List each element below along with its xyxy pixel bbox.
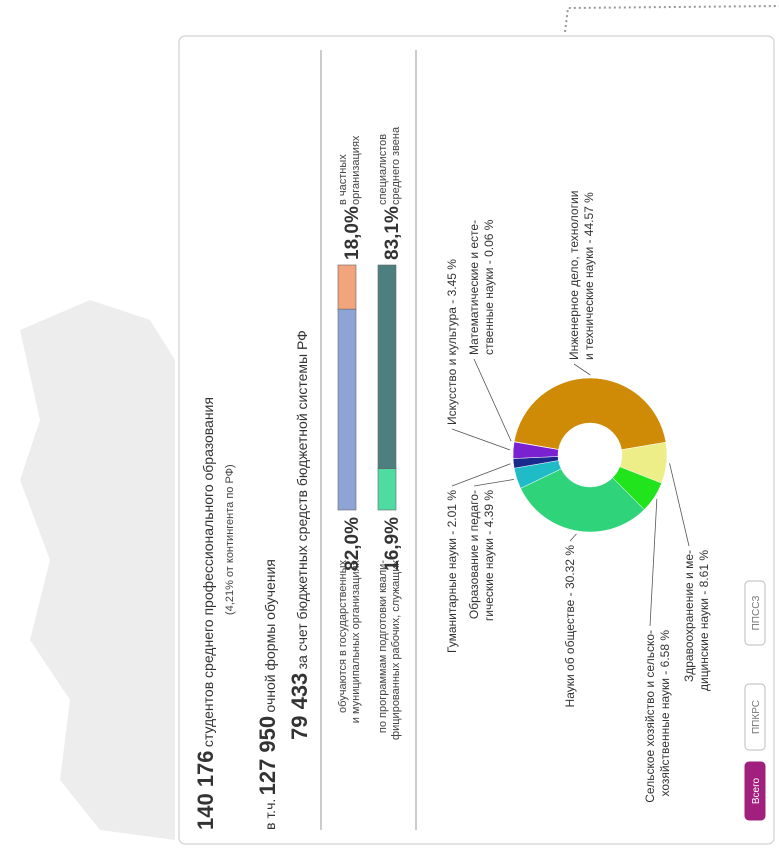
button-frame [744,580,766,646]
button-frame [744,683,766,751]
info-card: 140 176 студентов среднего профессиональ… [178,35,775,845]
tab-button[interactable]: Всего [744,761,766,821]
button-label: ППКРС [751,700,762,734]
bar-value-label: 18,0% [342,206,363,260]
donut-segment [520,468,645,533]
donut-segment [513,441,559,450]
bar-label: и муниципальных организациях [350,560,362,724]
leader-line [451,463,511,487]
fulltime: 127 950 [255,716,280,796]
segment-label: и технические науки - 44.57 % [582,192,596,360]
bar-segment [377,468,397,511]
segment-label: Науки об обществе - 30.32 % [563,545,577,708]
button-label: ППССЗ [751,596,762,631]
bar-segment [337,264,357,310]
segment-label: дицинские науки - 8.61 % [697,550,711,691]
fulltime-text: очной формы обучения [262,559,278,712]
segment-label: Математические и есте- [467,220,481,355]
tab-button[interactable]: ППССЗ [744,580,766,646]
bar-label: специалистов [377,134,389,205]
leader-line [451,428,511,451]
fulltime-prefix: в т.ч. [262,799,278,830]
button-frame [744,761,766,821]
tab-button[interactable]: ППКРС [744,683,766,751]
leader-line [573,363,591,376]
bar-segment [337,308,357,511]
segment-label: Инженерное дело, технологии [567,191,581,360]
budget: 79 433 [287,673,312,740]
share: (4,21% от контингента по РФ) [224,464,236,615]
segment-label: гические науки - 4.39 % [482,490,496,621]
bar-label: в частных [337,154,349,205]
budget-text: за счет бюджетных средств бюджетной сист… [294,330,310,669]
total-text: студентов среднего профессионального обр… [200,397,216,747]
leader-line [473,358,512,442]
bar-value-label: 82,0% [342,517,363,571]
donut-segment [513,377,667,450]
leader-line [569,533,577,542]
bar-value-label: 16,9% [382,517,403,571]
segment-label: Искусство и культура - 3.45 % [445,259,459,425]
bar-label: среднего звена [390,126,402,205]
bar-value-label: 83,1% [382,206,403,260]
leader-line [473,479,514,487]
fulltime-line: в т.ч. 127 950 очной формы обучения [255,559,280,830]
segment-label: хозяйственные науки - 6.58 % [658,630,672,797]
leader-line [649,498,658,627]
total-line: 140 176 студентов среднего профессиональ… [193,397,218,830]
bar-label: организациях [350,135,362,205]
segment-label: Гуманитарные науки - 2.01 % [445,490,459,653]
bar-segment [377,264,397,469]
bar-label: обучаются в государственных [337,560,349,713]
leader-line [669,463,690,547]
dotted-border [564,5,779,33]
total: 140 176 [193,750,218,830]
button-label: Всего [751,777,762,804]
card-frame [178,35,775,845]
budget-line: 79 433 за счет бюджетных средств бюджетн… [287,330,312,740]
segment-label: Сельское хозяйство и сельско- [643,630,657,803]
bar-label: по программам подготовки квали- [377,560,389,733]
bar-label: фицированных рабочих, служащих [390,560,402,740]
map-shape [20,300,175,840]
segment-label: Здравоохранение и ме- [682,550,696,682]
segment-label: ственные науки - 0.06 % [482,219,496,355]
segment-label: Образование и педаго- [467,490,481,619]
